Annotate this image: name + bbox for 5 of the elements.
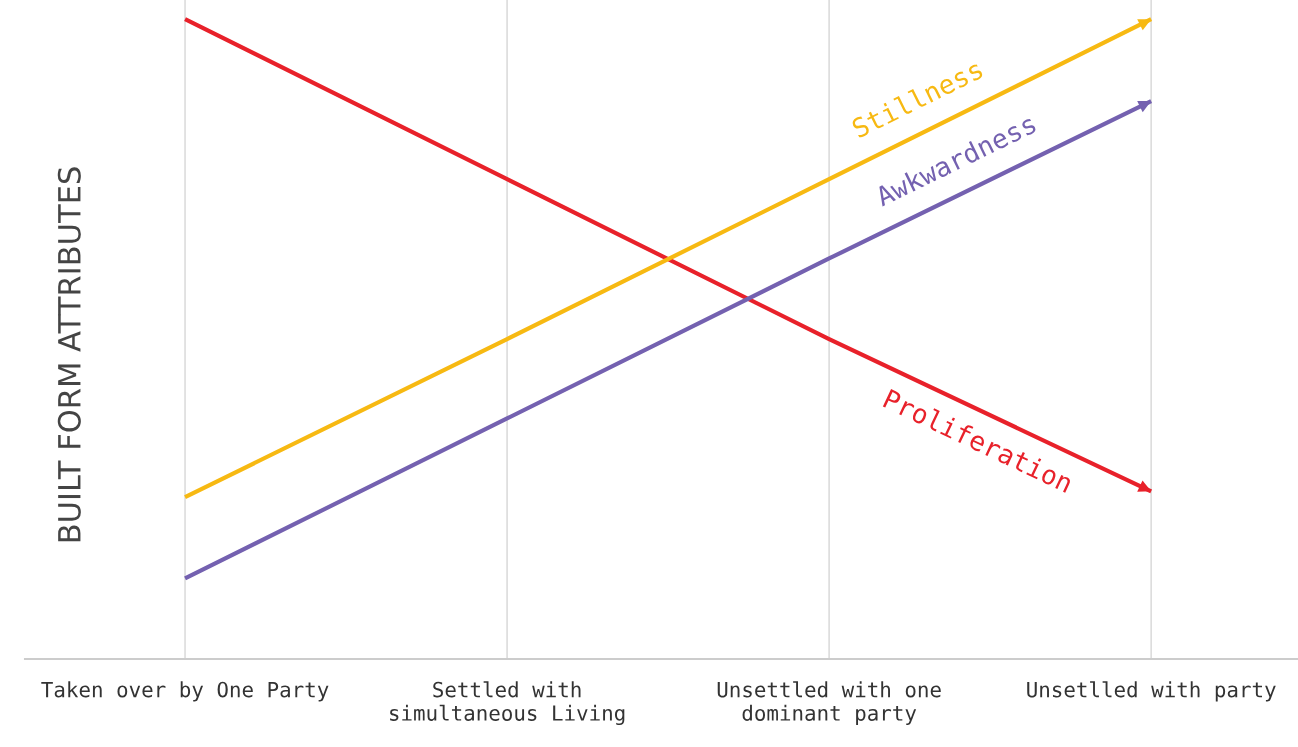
x-tick-label: Unsettled with one dominant party [717, 681, 941, 725]
x-tick-label: Settled with simultaneous Living [390, 681, 625, 726]
x-tick-label: Unsetlled with party [1027, 681, 1276, 702]
y-axis-title: BUILT FORM ATTRIBUTES [57, 167, 81, 542]
x-tick-label: Taken over by One Party [41, 681, 329, 702]
